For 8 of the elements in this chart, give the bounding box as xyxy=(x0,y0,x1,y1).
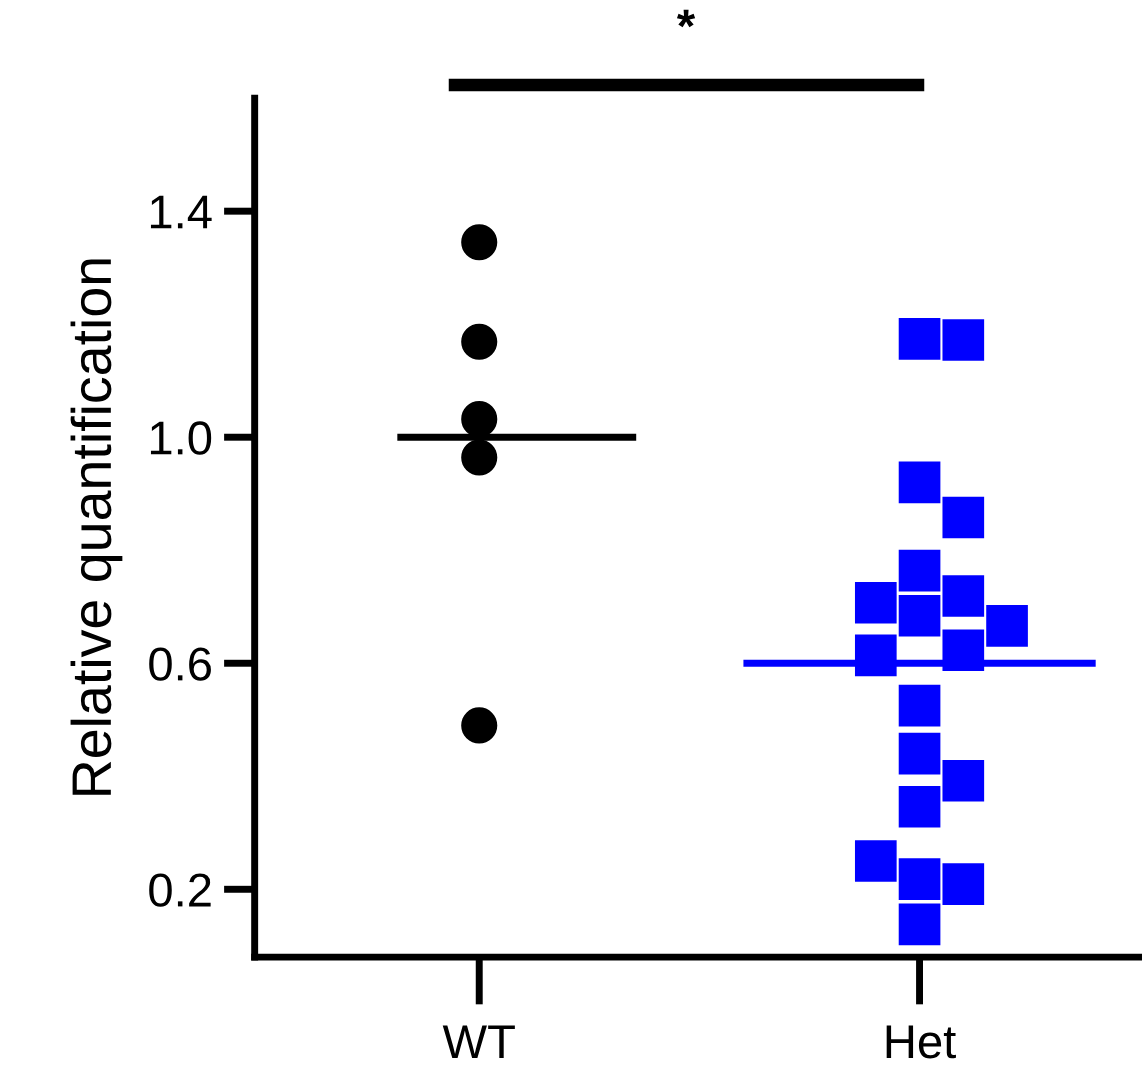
y-tick-label: 0.6 xyxy=(149,647,211,681)
x-tick-label: WT xyxy=(442,1025,515,1058)
x-tick-label: Het xyxy=(886,1025,956,1059)
text: * xyxy=(676,9,696,28)
y-tick-label: 1.4 xyxy=(150,195,212,229)
y-tick-label: 0.2 xyxy=(149,873,211,907)
y-axis-title: Relative quantification xyxy=(70,259,123,795)
y-tick-label: 1.0 xyxy=(150,421,212,455)
